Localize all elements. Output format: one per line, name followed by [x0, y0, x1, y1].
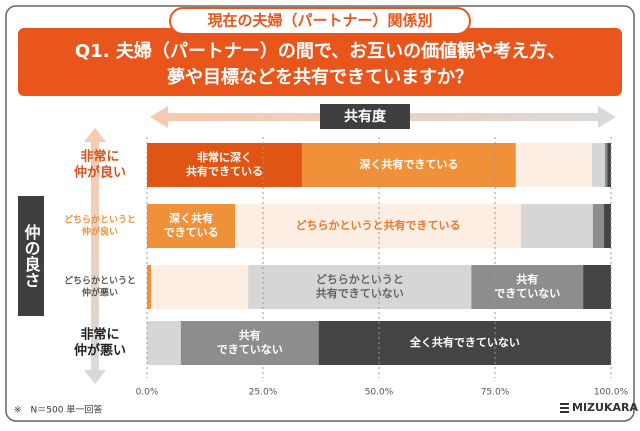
- segment-label: できている: [164, 226, 219, 239]
- bar-segment: [147, 265, 152, 309]
- segment-label: 深く共有できている: [359, 157, 458, 171]
- segment-label: 共有: [516, 272, 538, 286]
- segment-label: どちらかというと: [316, 273, 404, 286]
- row-label: 非常に: [80, 149, 119, 165]
- bar-segment: [147, 143, 302, 187]
- segment-label: 共有: [239, 328, 261, 342]
- bar-segment: [591, 143, 605, 187]
- badge: 現在の夫婦（パートナー）関係別: [207, 12, 432, 30]
- segment-label: 深く共有: [169, 211, 213, 225]
- y-axis-label: 仲の良さ: [22, 223, 41, 288]
- x-label-box: [320, 104, 410, 129]
- bar-segment: [604, 204, 611, 248]
- bar-segment: [147, 321, 181, 365]
- bar-segment: [607, 143, 611, 187]
- question-line: 夢や目標などを共有できていますか？: [167, 66, 473, 88]
- y-label-box: [18, 196, 44, 316]
- row-label: 仲が良い: [82, 226, 118, 238]
- bar-segment: [248, 265, 472, 309]
- row-label: 非常に: [80, 327, 119, 343]
- x-axis-label: 共有度: [344, 108, 387, 125]
- footnote: ※ N＝500 単一回答: [14, 404, 102, 416]
- bar-segment: [318, 321, 611, 365]
- segment-label: できていない: [494, 287, 560, 300]
- bar-segment: [583, 265, 611, 309]
- bar-segment: [301, 143, 516, 187]
- bar-segment: [592, 204, 605, 248]
- y-arrow: [84, 128, 106, 384]
- question-line: Q1. 夫婦（パートナー）の間で、お互いの価値観や考え方、: [75, 40, 565, 62]
- bar-segment: [520, 204, 593, 248]
- bar-segment: [180, 321, 319, 365]
- bar-segment: [515, 143, 592, 187]
- logo-mark: [560, 411, 569, 413]
- row-label: 仲が悪い: [82, 287, 118, 299]
- segment-label: 全く共有できていない: [409, 335, 520, 349]
- x-tick-label: 25.0%: [249, 388, 278, 398]
- badge-box: [169, 7, 471, 35]
- x-tick-label: 0.0%: [136, 388, 159, 398]
- bar-segment: [151, 265, 249, 309]
- row-label: 仲が良い: [74, 165, 126, 181]
- question-banner: [18, 28, 622, 96]
- row-label: どちらかというと: [64, 214, 136, 226]
- bar-segment: [147, 204, 236, 248]
- logo: MIZUKARA: [572, 401, 638, 414]
- logo-mark: [560, 407, 569, 409]
- segment-label: 非常に深く: [197, 150, 252, 164]
- segment-label: 共有できている: [186, 164, 263, 178]
- x-tick-label: 100.0%: [594, 388, 629, 398]
- x-tick-label: 50.0%: [365, 388, 394, 398]
- bar-segment: [604, 143, 608, 187]
- segment-label: どちらかというと共有できている: [296, 218, 461, 232]
- row-label: 仲が悪い: [74, 343, 126, 359]
- segment-label: できていない: [217, 343, 283, 356]
- bar-segment: [471, 265, 584, 309]
- bar-segment: [235, 204, 521, 248]
- segment-label: 共有できていない: [316, 286, 404, 300]
- row-label: どちらかというと: [64, 275, 136, 287]
- x-tick-label: 75.0%: [481, 388, 510, 398]
- logo-mark: [560, 403, 569, 405]
